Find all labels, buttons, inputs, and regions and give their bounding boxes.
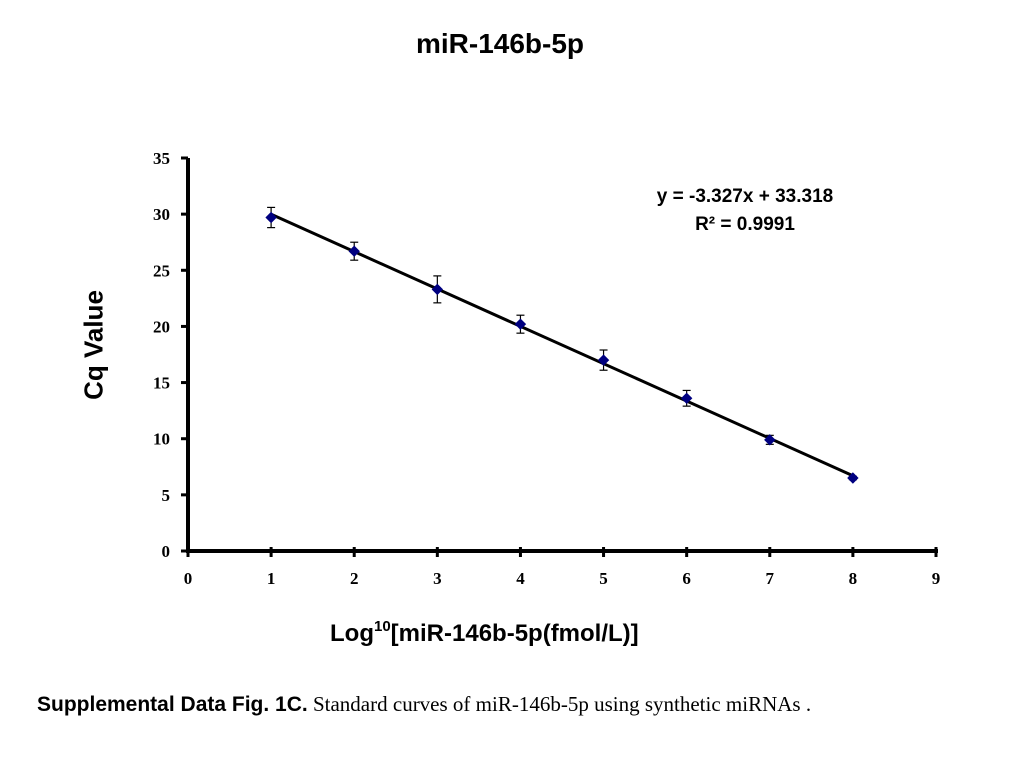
x-tick-label: 0 — [184, 569, 193, 588]
x-tick-label: 1 — [267, 569, 276, 588]
r-squared-value: R² = 0.9991 — [695, 214, 795, 235]
x-tick-label: 3 — [433, 569, 442, 588]
x-tick-label: 6 — [682, 569, 691, 588]
x-axis-label: Log10[miR-146b-5p(fmol/L)] — [330, 618, 639, 648]
x-axis-label-main: Log — [330, 620, 374, 647]
data-point — [847, 472, 859, 484]
x-tick-label: 2 — [350, 569, 359, 588]
trendline-annotation: y = -3.327x + 33.318 R² = 0.9991 — [590, 183, 900, 239]
x-axis-label-superscript: 10 — [373, 618, 391, 635]
data-point — [764, 434, 776, 446]
chart-title: miR-146b-5p — [415, 28, 585, 59]
trendline — [270, 212, 854, 478]
y-tick-label: 35 — [153, 149, 170, 168]
data-point — [597, 354, 610, 366]
y-tick-label: 15 — [153, 374, 170, 393]
y-tick-label: 30 — [153, 205, 170, 224]
data-point — [348, 245, 360, 257]
x-axis-label-rest: [miR-146b-5p(fmol/L)] — [390, 620, 639, 647]
data-point — [431, 283, 444, 296]
y-tick-label: 20 — [153, 317, 170, 336]
y-tick-label: 10 — [153, 430, 170, 449]
figure-caption: Supplemental Data Fig. 1C. Standard curv… — [37, 692, 811, 717]
caption-label: Supplemental Data Fig. 1C. — [37, 693, 308, 716]
y-tick-label: 0 — [162, 542, 171, 561]
x-tick-label: 5 — [599, 569, 608, 588]
caption-text: Standard curves of miR-146b-5p using syn… — [307, 692, 812, 716]
data-point — [265, 211, 277, 224]
y-tick-label: 25 — [153, 261, 170, 280]
x-tick-label: 4 — [516, 569, 525, 588]
y-tick-label: 5 — [162, 486, 171, 505]
x-tick-label: 9 — [932, 569, 941, 588]
x-tick-label: 8 — [849, 569, 858, 588]
data-point — [514, 318, 527, 330]
x-tick-label: 7 — [766, 569, 775, 588]
trendline-equation: y = -3.327x + 33.318 — [656, 186, 834, 207]
data-point — [680, 392, 693, 404]
y-axis-label: Cq Value — [78, 290, 109, 400]
